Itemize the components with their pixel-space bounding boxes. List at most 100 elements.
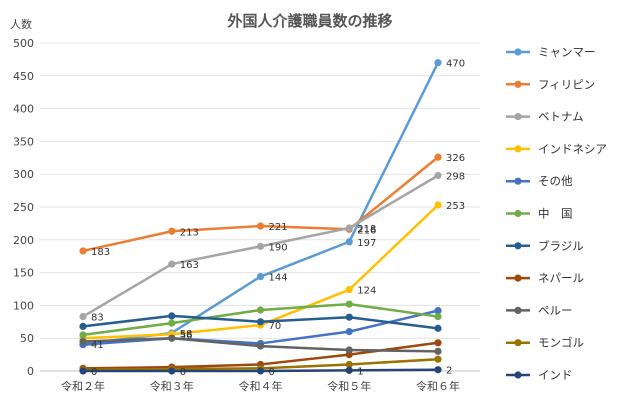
- y-tick-label: 50: [20, 332, 34, 345]
- legend-marker: [514, 113, 522, 121]
- legend-entry-label: ペルー: [538, 303, 573, 317]
- data-point: [256, 342, 265, 350]
- data-label: 0: [91, 367, 97, 378]
- data-point: [79, 367, 87, 375]
- legend-entry-label: モンゴル: [538, 336, 584, 350]
- legend-entry-label: インドネシア: [538, 142, 607, 156]
- data-point: [168, 367, 176, 375]
- legend-marker: [514, 209, 522, 218]
- data-label: 163: [180, 260, 199, 271]
- y-tick-label: 450: [13, 70, 34, 83]
- data-point: [345, 224, 353, 232]
- series-lines: [79, 59, 442, 375]
- data-point: [256, 272, 265, 281]
- y-tick-label: 250: [13, 201, 34, 214]
- y-tick-label: 500: [13, 37, 34, 50]
- data-label: 218: [357, 224, 376, 235]
- legend-marker: [514, 48, 522, 56]
- y-tick-label: 350: [13, 135, 34, 148]
- legend-entry-label: その他: [538, 174, 573, 188]
- legend-marker: [514, 80, 522, 88]
- x-axis-ticks: 令和２年 令和３年 令和４年 令和５年 令和６年: [61, 379, 460, 393]
- data-label: 190: [269, 242, 288, 253]
- data-labels: 41 58 144 197 470 183 213 221 216 326 83 163 190 218 2…: [91, 59, 465, 378]
- legend-marker: [514, 274, 522, 282]
- data-point: [345, 366, 353, 374]
- data-label: 0: [180, 367, 186, 378]
- data-point: [345, 346, 353, 354]
- data-label: 326: [446, 153, 465, 164]
- data-point: [79, 247, 87, 255]
- legend-entry-label: フィリピン: [538, 77, 595, 91]
- x-tick-label: 令和５年: [327, 379, 371, 393]
- legend-entry-label: インド: [538, 368, 573, 382]
- legend-marker: [514, 371, 522, 379]
- data-point: [256, 306, 265, 314]
- data-point: [79, 337, 87, 346]
- data-point: [168, 334, 176, 342]
- gridlines: [40, 42, 480, 372]
- y-tick-label: 0: [27, 365, 34, 378]
- data-point: [345, 328, 353, 336]
- data-point: [168, 312, 176, 320]
- data-point: [345, 238, 353, 246]
- data-point: [345, 360, 353, 369]
- chart-title: 外国人介護職員数の推移: [226, 12, 392, 30]
- x-tick-label: 令和３年: [150, 379, 194, 393]
- data-label: 298: [446, 172, 465, 183]
- data-label: 470: [446, 59, 465, 70]
- data-point: [168, 227, 176, 235]
- data-label: 124: [357, 286, 376, 297]
- y-tick-label: 100: [13, 299, 34, 312]
- data-point: [434, 312, 442, 321]
- x-tick-label: 令和４年: [239, 379, 283, 393]
- data-point: [79, 322, 87, 330]
- data-label: 1: [357, 366, 363, 377]
- legend-marker: [514, 242, 522, 250]
- data-point: [345, 286, 353, 294]
- data-label: 216: [357, 225, 376, 236]
- data-point: [345, 313, 353, 321]
- x-tick-label: 令和６年: [416, 379, 460, 393]
- y-tick-label: 300: [13, 168, 34, 181]
- data-point: [434, 355, 442, 363]
- data-point: [434, 347, 442, 355]
- legend-entry-label: ミャンマー: [538, 45, 596, 59]
- data-point: [434, 324, 442, 332]
- data-label: 2: [446, 366, 452, 377]
- legend-marker: [514, 306, 522, 314]
- data-point: [434, 339, 442, 347]
- data-point: [256, 242, 265, 250]
- data-point: [434, 171, 442, 180]
- data-label: 253: [446, 201, 465, 212]
- data-point: [434, 307, 442, 315]
- data-label: 56: [180, 330, 193, 341]
- data-point: [345, 300, 353, 308]
- data-point: [79, 312, 87, 321]
- y-axis-label: 人数: [10, 18, 32, 31]
- legend-entry-label: ブラジル: [538, 239, 584, 253]
- data-point: [434, 59, 442, 67]
- data-label: 144: [269, 273, 288, 284]
- data-label: 41: [91, 340, 104, 351]
- legend-marker: [514, 145, 522, 153]
- data-point: [168, 319, 176, 327]
- legend-entry-label: ネパール: [538, 271, 584, 285]
- data-label: 197: [357, 238, 376, 249]
- data-label: 83: [91, 313, 104, 324]
- data-point: [256, 367, 265, 375]
- data-label: 0: [269, 367, 275, 378]
- data-point: [256, 318, 265, 326]
- y-tick-label: 150: [13, 267, 34, 280]
- data-point: [256, 222, 265, 230]
- y-tick-label: 400: [13, 103, 34, 116]
- data-label: 213: [180, 227, 199, 238]
- data-point: [434, 366, 442, 374]
- data-label: 58: [180, 329, 193, 340]
- legend-marker: [514, 177, 522, 185]
- data-point: [434, 201, 442, 209]
- legend-entry-label: ベトナム: [538, 110, 584, 124]
- data-label: 183: [91, 247, 110, 258]
